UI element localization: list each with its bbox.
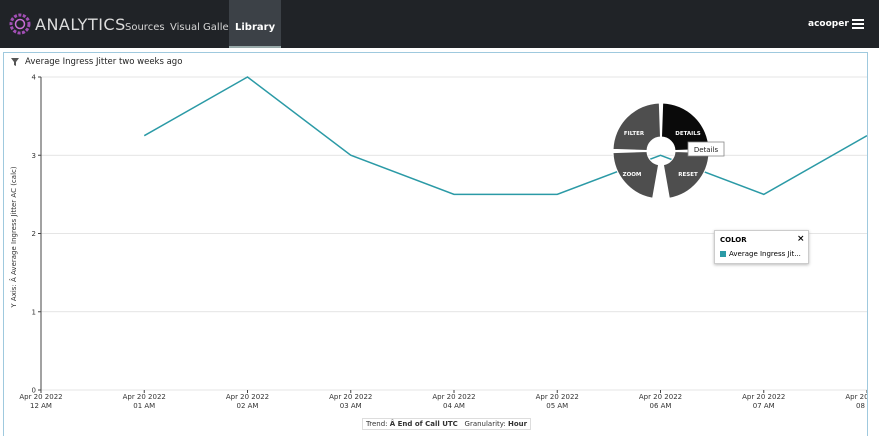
popup-title: COLOR [720, 236, 747, 244]
line-series [143, 76, 867, 196]
tooltip-box [687, 141, 725, 157]
y-tick-label: 0 [32, 387, 36, 395]
chart-title: Average Ingress Jitter two weeks ago [25, 57, 182, 67]
nav-tab[interactable]: Library [229, 0, 282, 48]
top-nav: ANALYTICS Sources Visual Gallery Library… [0, 0, 879, 48]
y-tick-label: 1 [32, 308, 36, 316]
radial-menu-item[interactable] [612, 150, 660, 199]
footer: Trend: Â End of Call UTC Granularity: Ho… [362, 418, 532, 430]
x-tick-label: Apr 20 2022 01 AM [122, 393, 166, 410]
nav-tab[interactable]: Sources [125, 22, 165, 33]
x-tick-label: Apr 20 2022 08 AM [845, 393, 868, 410]
x-tick-label: Apr 20 2022 04 AM [432, 393, 476, 410]
granularity-value: Hour [508, 420, 528, 428]
radial-menu-label: FILTER [624, 131, 645, 137]
nav-tab[interactable]: Visual Gallery [170, 22, 239, 33]
radial-menu: FILTER DETAILS ZOOM RESET [612, 102, 710, 199]
filter-icon[interactable] [11, 58, 19, 66]
trend-value: Â End of Call UTC [389, 420, 458, 428]
radial-menu-item[interactable] [662, 150, 710, 199]
x-tick-label: Apr 20 2022 12 AM [19, 393, 63, 410]
radial-menu-item[interactable] [612, 102, 662, 152]
logo [9, 13, 31, 35]
x-tick-label: Apr 20 2022 06 AM [638, 393, 683, 410]
y-tick-label: 3 [32, 152, 36, 160]
legend-swatch [720, 251, 726, 257]
tooltip: Details [694, 146, 719, 154]
user-name[interactable]: acooper [808, 19, 849, 29]
x-tick-label: Apr 20 2022 02 AM [225, 393, 270, 410]
x-tick-label: Apr 20 2022 03 AM [329, 393, 373, 410]
menu-icon[interactable] [852, 19, 864, 29]
x-tick-label: Apr 20 2022 05 AM [535, 393, 579, 410]
trend-label: Trend: [366, 420, 388, 428]
chart: Average Ingress Jitter two weeks ago Y A… [9, 57, 867, 395]
radial-menu-label: ZOOM [623, 172, 642, 178]
y-tick-label: 4 [32, 74, 37, 82]
radial-menu-label: DETAILS [675, 131, 700, 137]
x-tick-label: Apr 20 2022 07 AM [742, 393, 786, 410]
y-tick-label: 2 [32, 230, 36, 238]
chart-panel: Average Ingress Jitter two weeks ago Y A… [3, 52, 868, 436]
granularity-label: Granularity: [464, 420, 506, 428]
legend-label[interactable]: Average Ingress Jit... [729, 250, 801, 258]
y-axis-label: Y Axis: Â Average Ingress Jitter AC (cal… [9, 166, 18, 308]
brand: ANALYTICS [35, 15, 126, 34]
radial-menu-label: RESET [678, 172, 698, 178]
popup-close[interactable]: × [797, 234, 805, 244]
color-popup: COLOR × Average Ingress Jit... [714, 230, 809, 264]
